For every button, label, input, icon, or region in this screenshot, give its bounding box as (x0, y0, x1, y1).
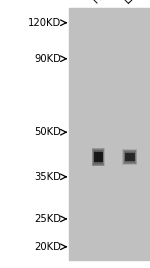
Text: 90KD: 90KD (35, 54, 61, 64)
Bar (128, 155, 131, 159)
Bar (92, 148, 104, 166)
Bar (69, 8, 150, 260)
Text: 50KD: 50KD (35, 127, 61, 137)
Bar (127, 154, 133, 160)
Bar (93, 150, 103, 164)
Bar (94, 150, 103, 164)
Bar (97, 155, 100, 159)
Bar (125, 152, 135, 162)
Bar (98, 157, 99, 158)
Bar (125, 152, 135, 162)
Text: 25KD: 25KD (34, 214, 62, 224)
Bar (128, 155, 132, 159)
Bar (125, 153, 135, 161)
Bar (96, 154, 101, 160)
Text: 35KD: 35KD (35, 172, 61, 182)
Bar (124, 151, 136, 163)
Bar (94, 152, 103, 162)
Text: 20KD: 20KD (35, 242, 61, 252)
Bar (126, 154, 133, 161)
Bar (96, 153, 101, 161)
Bar (127, 154, 132, 160)
Bar (126, 153, 134, 161)
Text: Liver: Liver (123, 0, 149, 5)
Bar (96, 154, 100, 160)
Bar (126, 153, 133, 161)
Bar (124, 151, 135, 163)
Bar (122, 149, 137, 165)
Bar (93, 149, 104, 165)
Bar (123, 150, 136, 164)
Bar (95, 152, 101, 162)
Bar (129, 156, 131, 158)
Bar (97, 155, 99, 159)
Bar (95, 152, 102, 162)
Bar (128, 155, 132, 159)
Bar (123, 150, 137, 164)
Bar (92, 148, 105, 166)
Bar (125, 152, 134, 162)
Bar (98, 156, 99, 158)
Bar (94, 151, 102, 163)
Text: 120KD: 120KD (28, 18, 62, 28)
Bar (129, 156, 130, 158)
Bar (97, 156, 99, 158)
Bar (95, 153, 101, 161)
Bar (124, 151, 136, 163)
Bar (92, 148, 104, 166)
Bar (93, 150, 103, 165)
Bar (94, 151, 102, 163)
Text: HepG2: HepG2 (91, 0, 125, 5)
